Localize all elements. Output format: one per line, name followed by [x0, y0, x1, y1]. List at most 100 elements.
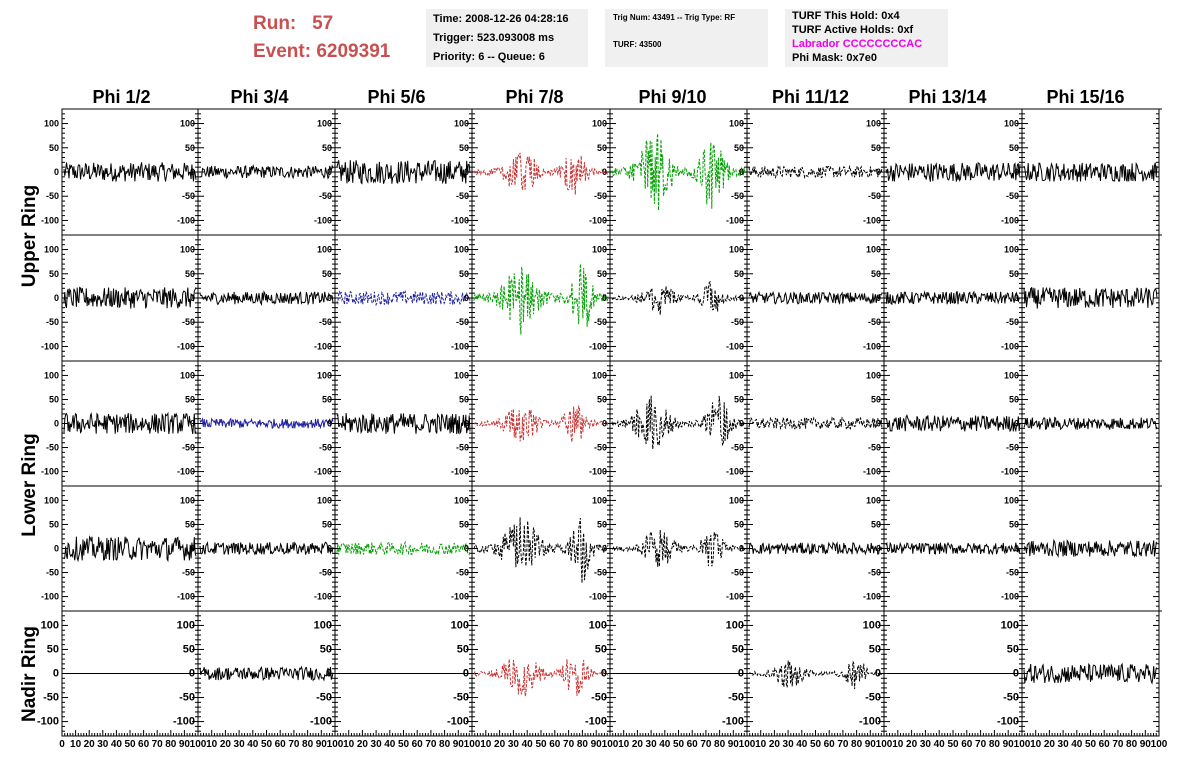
y-tick-label: 50: [1009, 394, 1019, 404]
y-tick-label: 100: [314, 619, 332, 631]
x-tick-label: 20: [906, 739, 918, 750]
y-tick-label: 0: [602, 419, 607, 429]
y-tick-label: -50: [865, 692, 881, 704]
y-tick-label: 0: [54, 293, 59, 303]
x-tick-label: 20: [220, 739, 232, 750]
y-tick-label: 0: [1014, 167, 1019, 177]
y-tick-label: 100: [180, 245, 195, 255]
y-tick-label: 0: [1013, 668, 1019, 680]
y-tick-label: 50: [459, 143, 469, 153]
y-tick-label: -100: [1001, 341, 1019, 351]
y-tick-label: 0: [327, 167, 332, 177]
y-tick-label: 50: [597, 394, 607, 404]
waveform-trace: [748, 660, 883, 690]
y-tick-label: 50: [320, 643, 332, 655]
y-tick-label: 50: [185, 269, 195, 279]
y-tick-label: 100: [454, 370, 469, 380]
y-tick-label: 50: [47, 643, 59, 655]
y-tick-label: 50: [322, 143, 332, 153]
x-tick-label: 90: [179, 739, 191, 750]
run-value: 57: [312, 13, 334, 34]
y-tick-label: -50: [46, 191, 59, 201]
x-tick-label: 90: [316, 739, 328, 750]
waveform-trace: [473, 152, 609, 195]
x-tick-label: 60: [687, 739, 699, 750]
waveform-trace: [63, 286, 197, 309]
y-tick-label: -100: [863, 592, 881, 602]
waveform-trace: [199, 163, 334, 180]
y-tick-label: 50: [185, 143, 195, 153]
y-tick-label: -50: [868, 568, 881, 578]
y-tick-label: 100: [592, 119, 607, 129]
x-tick-label: 70: [837, 739, 849, 750]
x-tick-label: 70: [975, 739, 987, 750]
waveform-trace: [199, 417, 334, 430]
y-tick-label: 100: [1004, 119, 1019, 129]
y-tick-label: 0: [876, 293, 881, 303]
y-tick-label: 0: [876, 419, 881, 429]
x-tick-label: 90: [1140, 739, 1152, 750]
x-tick-label: 90: [728, 739, 740, 750]
y-tick-label: -100: [726, 467, 744, 477]
y-tick-label: -50: [182, 568, 195, 578]
waveform-trace: [199, 665, 334, 682]
y-tick-label: 0: [190, 293, 195, 303]
y-tick-label: -100: [314, 592, 332, 602]
x-tick-label: 20: [357, 739, 369, 750]
x-tick-label: 40: [384, 739, 396, 750]
y-tick-label: -50: [453, 692, 469, 704]
phi-col-header: Phi 7/8: [505, 87, 564, 107]
phi-col-header: Phi 11/12: [771, 87, 850, 107]
y-tick-label: -50: [319, 443, 332, 453]
y-tick-label: 100: [729, 245, 744, 255]
waveform-trace: [336, 412, 471, 435]
x-tick-label: 100: [464, 739, 481, 750]
y-tick-label: 100: [317, 119, 332, 129]
x-tick-label: 40: [934, 739, 946, 750]
y-tick-label: 0: [327, 293, 332, 303]
x-tick-label: 80: [577, 739, 589, 750]
y-tick-label: 0: [1014, 293, 1019, 303]
y-tick-label: -50: [1006, 191, 1019, 201]
event-value: 6209391: [316, 41, 391, 62]
phi-mask-text: Phi Mask: 0x7e0: [792, 52, 877, 64]
y-tick-label: 50: [459, 269, 469, 279]
x-tick-label: 60: [138, 739, 150, 750]
waveform-trace: [611, 133, 746, 211]
y-tick-label: -50: [731, 443, 744, 453]
turf-info-box: TURF This Hold: 0x4 TURF Active Holds: 0…: [785, 9, 948, 67]
y-tick-label: 100: [180, 495, 195, 505]
y-tick-label: -50: [316, 692, 332, 704]
y-tick-label: 50: [871, 394, 881, 404]
x-tick-label: 40: [796, 739, 808, 750]
x-tick-label: 100: [1014, 739, 1031, 750]
y-tick-label: 50: [322, 269, 332, 279]
y-tick-label: 50: [869, 643, 881, 655]
y-tick-label: 50: [1009, 143, 1019, 153]
y-tick-label: 0: [464, 293, 469, 303]
y-tick-label: -50: [731, 191, 744, 201]
y-tick-label: 0: [464, 167, 469, 177]
x-tick-label: 80: [851, 739, 863, 750]
x-tick-label: 80: [989, 739, 1001, 750]
x-tick-label: 50: [1085, 739, 1097, 750]
y-tick-label: 100: [41, 619, 59, 631]
y-tick-label: -100: [585, 716, 607, 728]
y-tick-label: -50: [1006, 317, 1019, 327]
x-tick-label: 90: [591, 739, 603, 750]
y-tick-label: 50: [185, 519, 195, 529]
waveform-trace: [336, 289, 471, 307]
y-tick-label: 0: [54, 167, 59, 177]
y-tick-label: -50: [868, 191, 881, 201]
x-tick-label: 60: [824, 739, 836, 750]
y-tick-label: -50: [1006, 443, 1019, 453]
y-tick-label: 100: [729, 495, 744, 505]
y-tick-label: -100: [859, 716, 881, 728]
x-tick-label: 40: [522, 739, 534, 750]
x-tick-label: 90: [1003, 739, 1015, 750]
y-tick-label: -100: [451, 467, 469, 477]
phi-col-header: Phi 15/16: [1046, 87, 1125, 107]
y-tick-label: 100: [317, 495, 332, 505]
y-tick-label: 100: [592, 370, 607, 380]
